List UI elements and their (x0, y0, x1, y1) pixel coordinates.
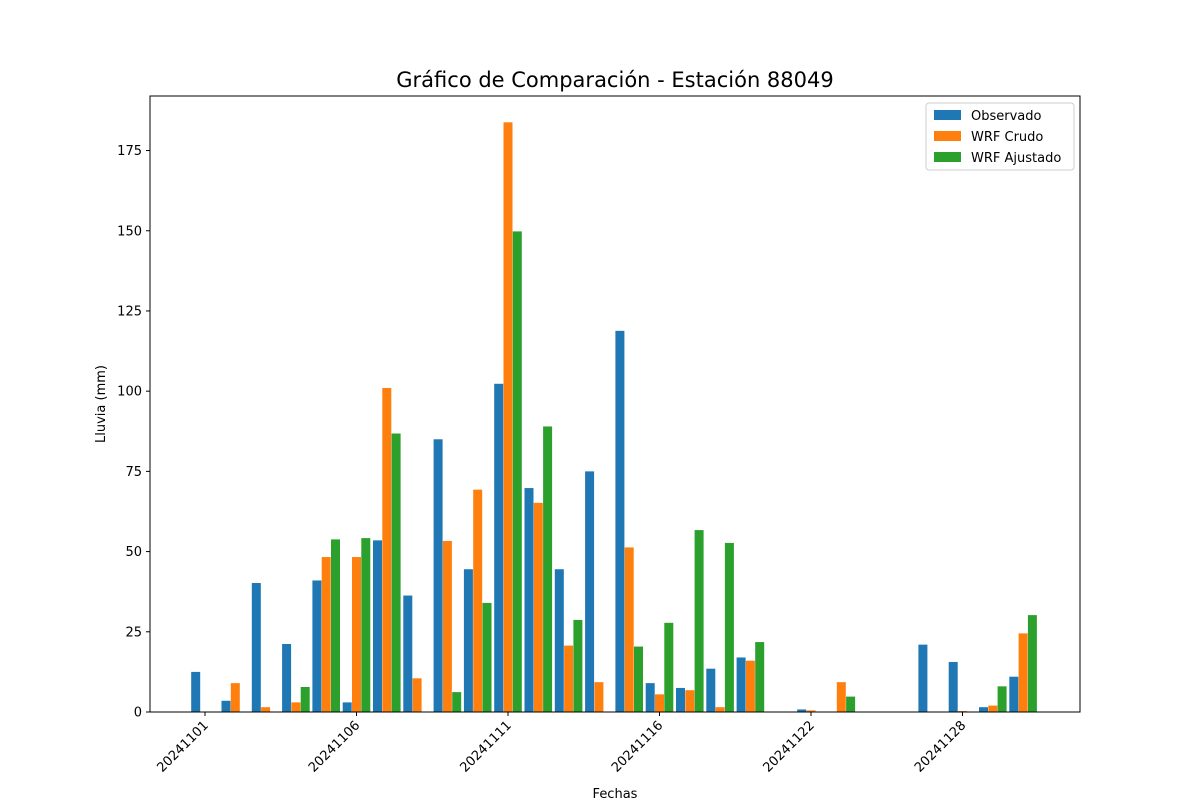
bar-wrf-crudo-day-7 (382, 387, 392, 712)
bar-wrf-ajustado-day-27 (997, 686, 1007, 712)
bar-observado-day-26 (948, 661, 958, 712)
bar-observado-day-27 (979, 707, 988, 712)
bar-wrf-crudo-day-13 (564, 645, 574, 712)
bar-observado-day-12 (524, 488, 534, 712)
bar-observado-day-18 (706, 668, 716, 712)
y-axis-label: Lluvia (mm) (94, 365, 109, 443)
legend-label: Observado (971, 109, 1042, 124)
bars-layer (191, 122, 1037, 713)
bar-wrf-ajustado-day-12 (543, 426, 553, 712)
y-tick-label: 75 (125, 465, 142, 480)
y-tick-label: 175 (117, 144, 142, 159)
bar-wrf-ajustado-day-18 (724, 542, 734, 712)
bar-observado-day-3 (251, 583, 261, 712)
y-tick-label: 150 (117, 224, 142, 239)
bar-observado-day-6 (342, 702, 352, 713)
bar-observado-day-10 (463, 569, 473, 712)
bar-observado-day-14 (585, 471, 595, 713)
bar-observado-day-13 (554, 569, 564, 712)
bar-wrf-crudo-day-6 (352, 557, 361, 712)
bar-wrf-crudo-day-8 (412, 678, 422, 712)
bar-wrf-ajustado-day-10 (482, 602, 492, 712)
bar-wrf-crudo-day-4 (291, 702, 301, 713)
bar-wrf-crudo-day-12 (533, 502, 543, 712)
bar-wrf-ajustado-day-13 (573, 619, 583, 712)
bar-wrf-crudo-day-9 (442, 541, 452, 712)
bar-observado-day-9 (433, 439, 443, 712)
legend-box (925, 102, 1075, 171)
bar-observado-day-19 (736, 657, 746, 712)
bar-observado-day-25 (918, 644, 928, 713)
y-axis: 0 25 50 75 100 125 150 175 (117, 144, 150, 721)
bar-observado-day-11 (494, 383, 504, 712)
x-axis-label: Fechas (593, 787, 638, 800)
y-tick-label: 125 (117, 304, 142, 319)
bar-wrf-crudo-day-10 (473, 489, 483, 712)
bar-observado-day-15 (615, 330, 625, 712)
chart-title: Gráfico de Comparación - Estación 88049 (396, 68, 833, 92)
legend: Observado WRF Crudo WRF Ajustado (925, 102, 1075, 171)
bar-wrf-crudo-day-16 (655, 694, 664, 712)
bar-wrf-ajustado-day-9 (452, 692, 462, 712)
bar-wrf-ajustado-day-5 (331, 539, 340, 712)
legend-swatch (934, 152, 961, 162)
bar-wrf-crudo-day-3 (261, 707, 271, 712)
bar-wrf-ajustado-day-15 (634, 646, 643, 712)
bar-wrf-crudo-day-14 (594, 682, 604, 712)
bar-observado-day-4 (282, 643, 292, 712)
y-tick-label: 100 (117, 385, 142, 400)
y-tick-label: 0 (134, 706, 142, 721)
bar-wrf-ajustado-day-4 (300, 686, 310, 712)
bar-wrf-crudo-day-17 (685, 690, 695, 712)
legend-swatch (934, 110, 961, 120)
bar-wrf-crudo-day-28 (1018, 633, 1028, 712)
bar-wrf-ajustado-day-11 (512, 231, 522, 712)
bar-wrf-crudo-day-22 (836, 682, 846, 712)
bar-wrf-ajustado-day-17 (694, 530, 704, 712)
bar-observado-day-17 (676, 687, 685, 712)
legend-label: WRF Crudo (971, 130, 1043, 145)
plot-frame (149, 95, 1081, 713)
bar-wrf-ajustado-day-16 (664, 622, 674, 712)
bar-wrf-crudo-day-18 (715, 707, 725, 712)
bar-wrf-crudo-day-5 (321, 557, 331, 712)
bar-wrf-ajustado-day-28 (1027, 615, 1037, 712)
bar-wrf-crudo-day-2 (230, 683, 240, 713)
bar-observado-day-2 (221, 700, 231, 712)
bar-wrf-ajustado-day-19 (755, 642, 765, 712)
bar-wrf-crudo-day-21 (806, 710, 816, 712)
bar-wrf-crudo-day-11 (503, 122, 513, 712)
bar-observado-day-21 (797, 709, 807, 712)
bar-wrf-crudo-day-15 (624, 547, 634, 712)
bar-observado-day-5 (312, 580, 322, 712)
bar-wrf-crudo-day-27 (988, 705, 998, 712)
bar-observado-day-28 (1009, 676, 1019, 712)
legend-swatch (934, 131, 961, 141)
bar-observado-day-1 (191, 671, 201, 712)
bar-observado-day-16 (645, 683, 655, 713)
bar-observado-day-8 (403, 595, 413, 712)
bar-wrf-ajustado-day-7 (391, 433, 401, 712)
y-tick-label: 25 (125, 625, 142, 640)
bar-wrf-crudo-day-19 (745, 660, 755, 712)
legend-label: WRF Ajustado (971, 151, 1061, 166)
bar-wrf-ajustado-day-6 (361, 538, 371, 712)
bar-wrf-ajustado-day-22 (846, 696, 856, 712)
y-tick-label: 50 (125, 545, 142, 560)
bar-observado-day-7 (373, 540, 382, 712)
